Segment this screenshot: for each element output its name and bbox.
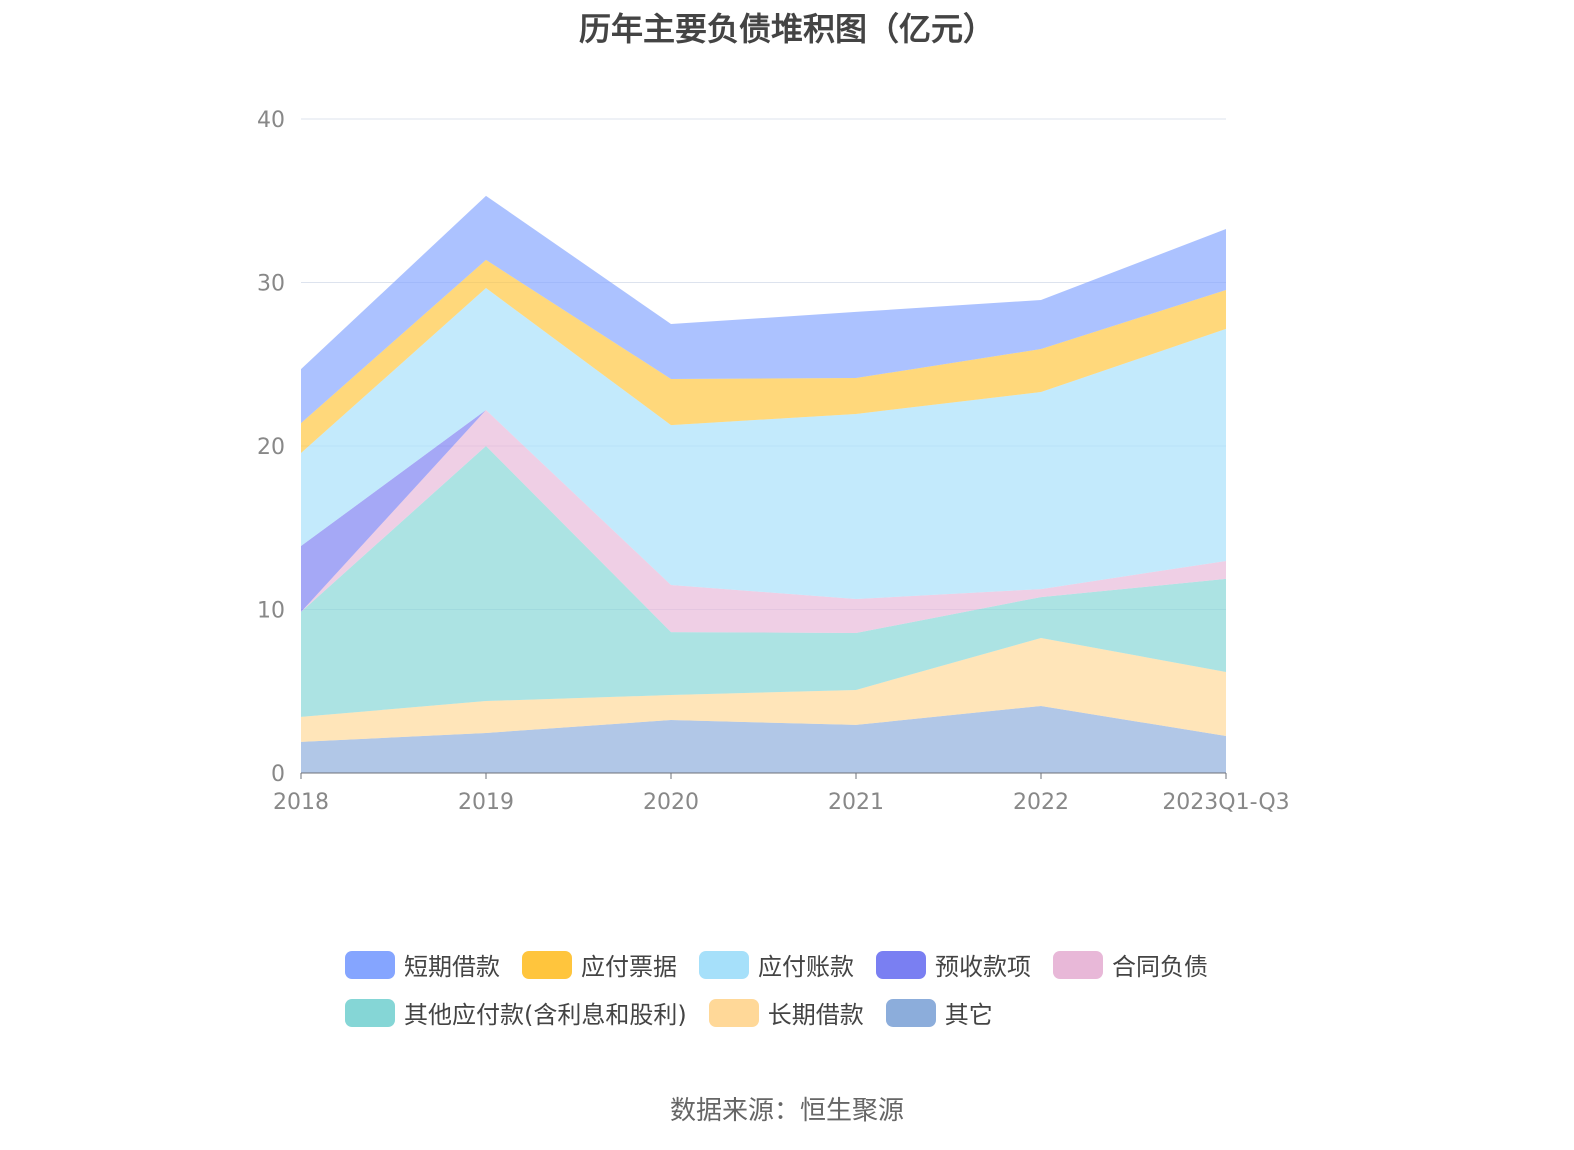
legend-row-1: 短期借款 应付票据 应付账款 预收款项 合同负债 <box>345 947 1230 982</box>
chart-title: 历年主要负债堆积图（亿元） <box>578 10 995 48</box>
legend-swatch <box>522 950 572 979</box>
legend-item[interactable]: 其它 <box>885 995 993 1030</box>
legend-label: 合同负债 <box>1112 953 1208 981</box>
legend-item[interactable]: 其他应付款(含利息和股利) <box>345 995 687 1030</box>
legend-item[interactable]: 应付账款 <box>699 947 854 982</box>
y-tick-label: 10 <box>257 599 285 624</box>
legend-item[interactable]: 预收款项 <box>876 947 1031 982</box>
area-series-1 <box>301 259 1226 454</box>
area-series-4 <box>301 410 1226 634</box>
area-series-0 <box>301 195 1226 424</box>
legend-label: 应付账款 <box>758 953 854 981</box>
x-tick-label: 2019 <box>458 790 514 815</box>
legend-item[interactable]: 应付票据 <box>522 947 677 982</box>
data-source: 数据来源：恒生聚源 <box>669 1096 904 1126</box>
x-tick-label: 2020 <box>643 790 699 815</box>
x-tick-label: 2021 <box>828 790 884 815</box>
y-tick-label: 30 <box>257 272 285 297</box>
y-tick-label: 0 <box>271 762 285 787</box>
legend-label: 其它 <box>944 1001 993 1029</box>
x-tick-label: 2018 <box>273 790 329 815</box>
legend-label: 长期借款 <box>767 1001 864 1029</box>
area-series-6 <box>301 637 1226 742</box>
legend-swatch <box>1053 950 1103 979</box>
legend-item[interactable]: 长期借款 <box>708 995 864 1030</box>
legend-label: 应付票据 <box>581 953 677 981</box>
legend-swatch <box>876 950 926 979</box>
legend-swatch <box>699 950 749 979</box>
y-tick-label: 40 <box>257 108 285 133</box>
legend-label: 短期借款 <box>404 953 500 981</box>
area-series-5 <box>301 446 1226 717</box>
legend-row-2: 其他应付款(含利息和股利) 长期借款 其它 <box>345 995 1015 1030</box>
legend-label: 预收款项 <box>935 953 1031 981</box>
legend-swatch <box>708 998 759 1027</box>
legend-swatch <box>885 998 936 1027</box>
legend-swatch <box>345 998 395 1027</box>
area-series-7 <box>301 705 1226 773</box>
legend-item[interactable]: 短期借款 <box>345 947 500 982</box>
x-tick-label: 2023Q1-Q3 <box>1162 790 1289 815</box>
legend-label: 其他应付款(含利息和股利) <box>404 1001 687 1029</box>
legend-swatch <box>345 950 395 979</box>
x-tick-label: 2022 <box>1013 790 1069 815</box>
area-series-2 <box>301 288 1226 600</box>
legend-item[interactable]: 合同负债 <box>1053 947 1208 982</box>
y-tick-label: 20 <box>257 435 285 460</box>
